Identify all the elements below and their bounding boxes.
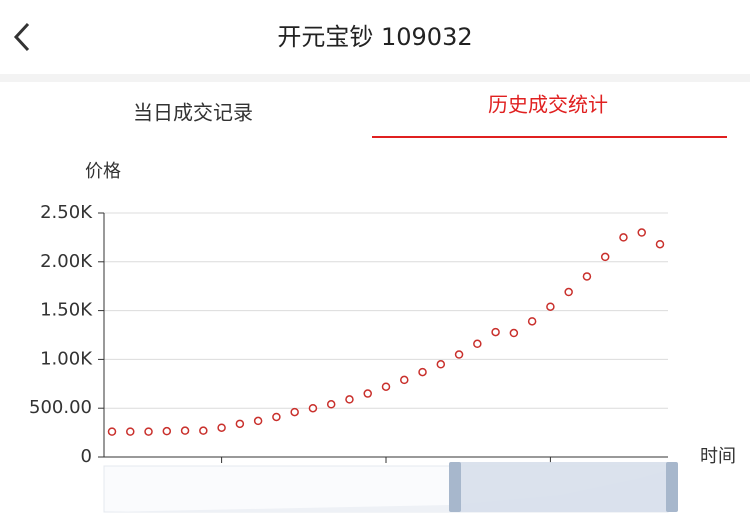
data-point xyxy=(144,427,153,436)
data-point xyxy=(381,382,391,391)
y-tick-label: 2.50K xyxy=(40,202,93,223)
data-point xyxy=(180,426,190,435)
tab[interactable]: 当日成交记录 xyxy=(133,101,253,125)
x-axis-label: 时间 xyxy=(700,446,736,467)
data-point xyxy=(217,423,226,432)
header-divider xyxy=(0,74,750,82)
y-tick-label: 1.50K xyxy=(40,300,93,321)
data-point xyxy=(126,427,135,436)
page-title: 开元宝钞 109032 xyxy=(277,23,472,51)
data-point xyxy=(162,426,172,436)
data-point xyxy=(400,375,409,385)
back-button[interactable] xyxy=(13,22,30,52)
y-tick-label: 1.00K xyxy=(40,348,93,369)
data-point xyxy=(235,419,245,429)
tab-underline xyxy=(372,136,727,138)
tab-active[interactable]: 历史成交统计 xyxy=(488,93,608,117)
data-point xyxy=(454,350,464,359)
data-point xyxy=(527,317,537,326)
slider-handle[interactable] xyxy=(449,462,461,512)
data-point xyxy=(199,426,208,435)
data-point xyxy=(418,367,427,377)
data-point xyxy=(326,400,336,409)
data-point xyxy=(345,395,354,404)
data-point xyxy=(564,287,573,297)
data-point xyxy=(655,239,665,249)
data-point xyxy=(290,407,299,417)
data-point xyxy=(308,403,318,413)
data-point xyxy=(509,328,519,338)
zoom-slider[interactable] xyxy=(103,462,678,513)
data-point xyxy=(582,272,592,281)
data-point xyxy=(619,233,628,242)
slider-window[interactable] xyxy=(455,462,672,512)
y-tick-label: 0 xyxy=(81,446,92,467)
y-tick-label: 2.00K xyxy=(40,251,93,272)
plot: 0500.001.00K1.50K2.00K2.50K2025-12-23202… xyxy=(29,202,668,492)
data-point xyxy=(272,412,281,422)
data-point xyxy=(637,228,646,237)
data-point xyxy=(253,416,263,426)
data-point xyxy=(363,389,372,398)
data-point xyxy=(491,327,500,337)
data-point xyxy=(473,339,482,349)
slider-handle[interactable] xyxy=(666,462,678,512)
data-point xyxy=(546,302,555,311)
y-tick-label: 500.00 xyxy=(29,397,92,418)
data-point xyxy=(436,360,446,369)
y-axis-label: 价格 xyxy=(85,161,121,182)
data-point xyxy=(600,252,610,262)
data-point xyxy=(107,427,117,436)
